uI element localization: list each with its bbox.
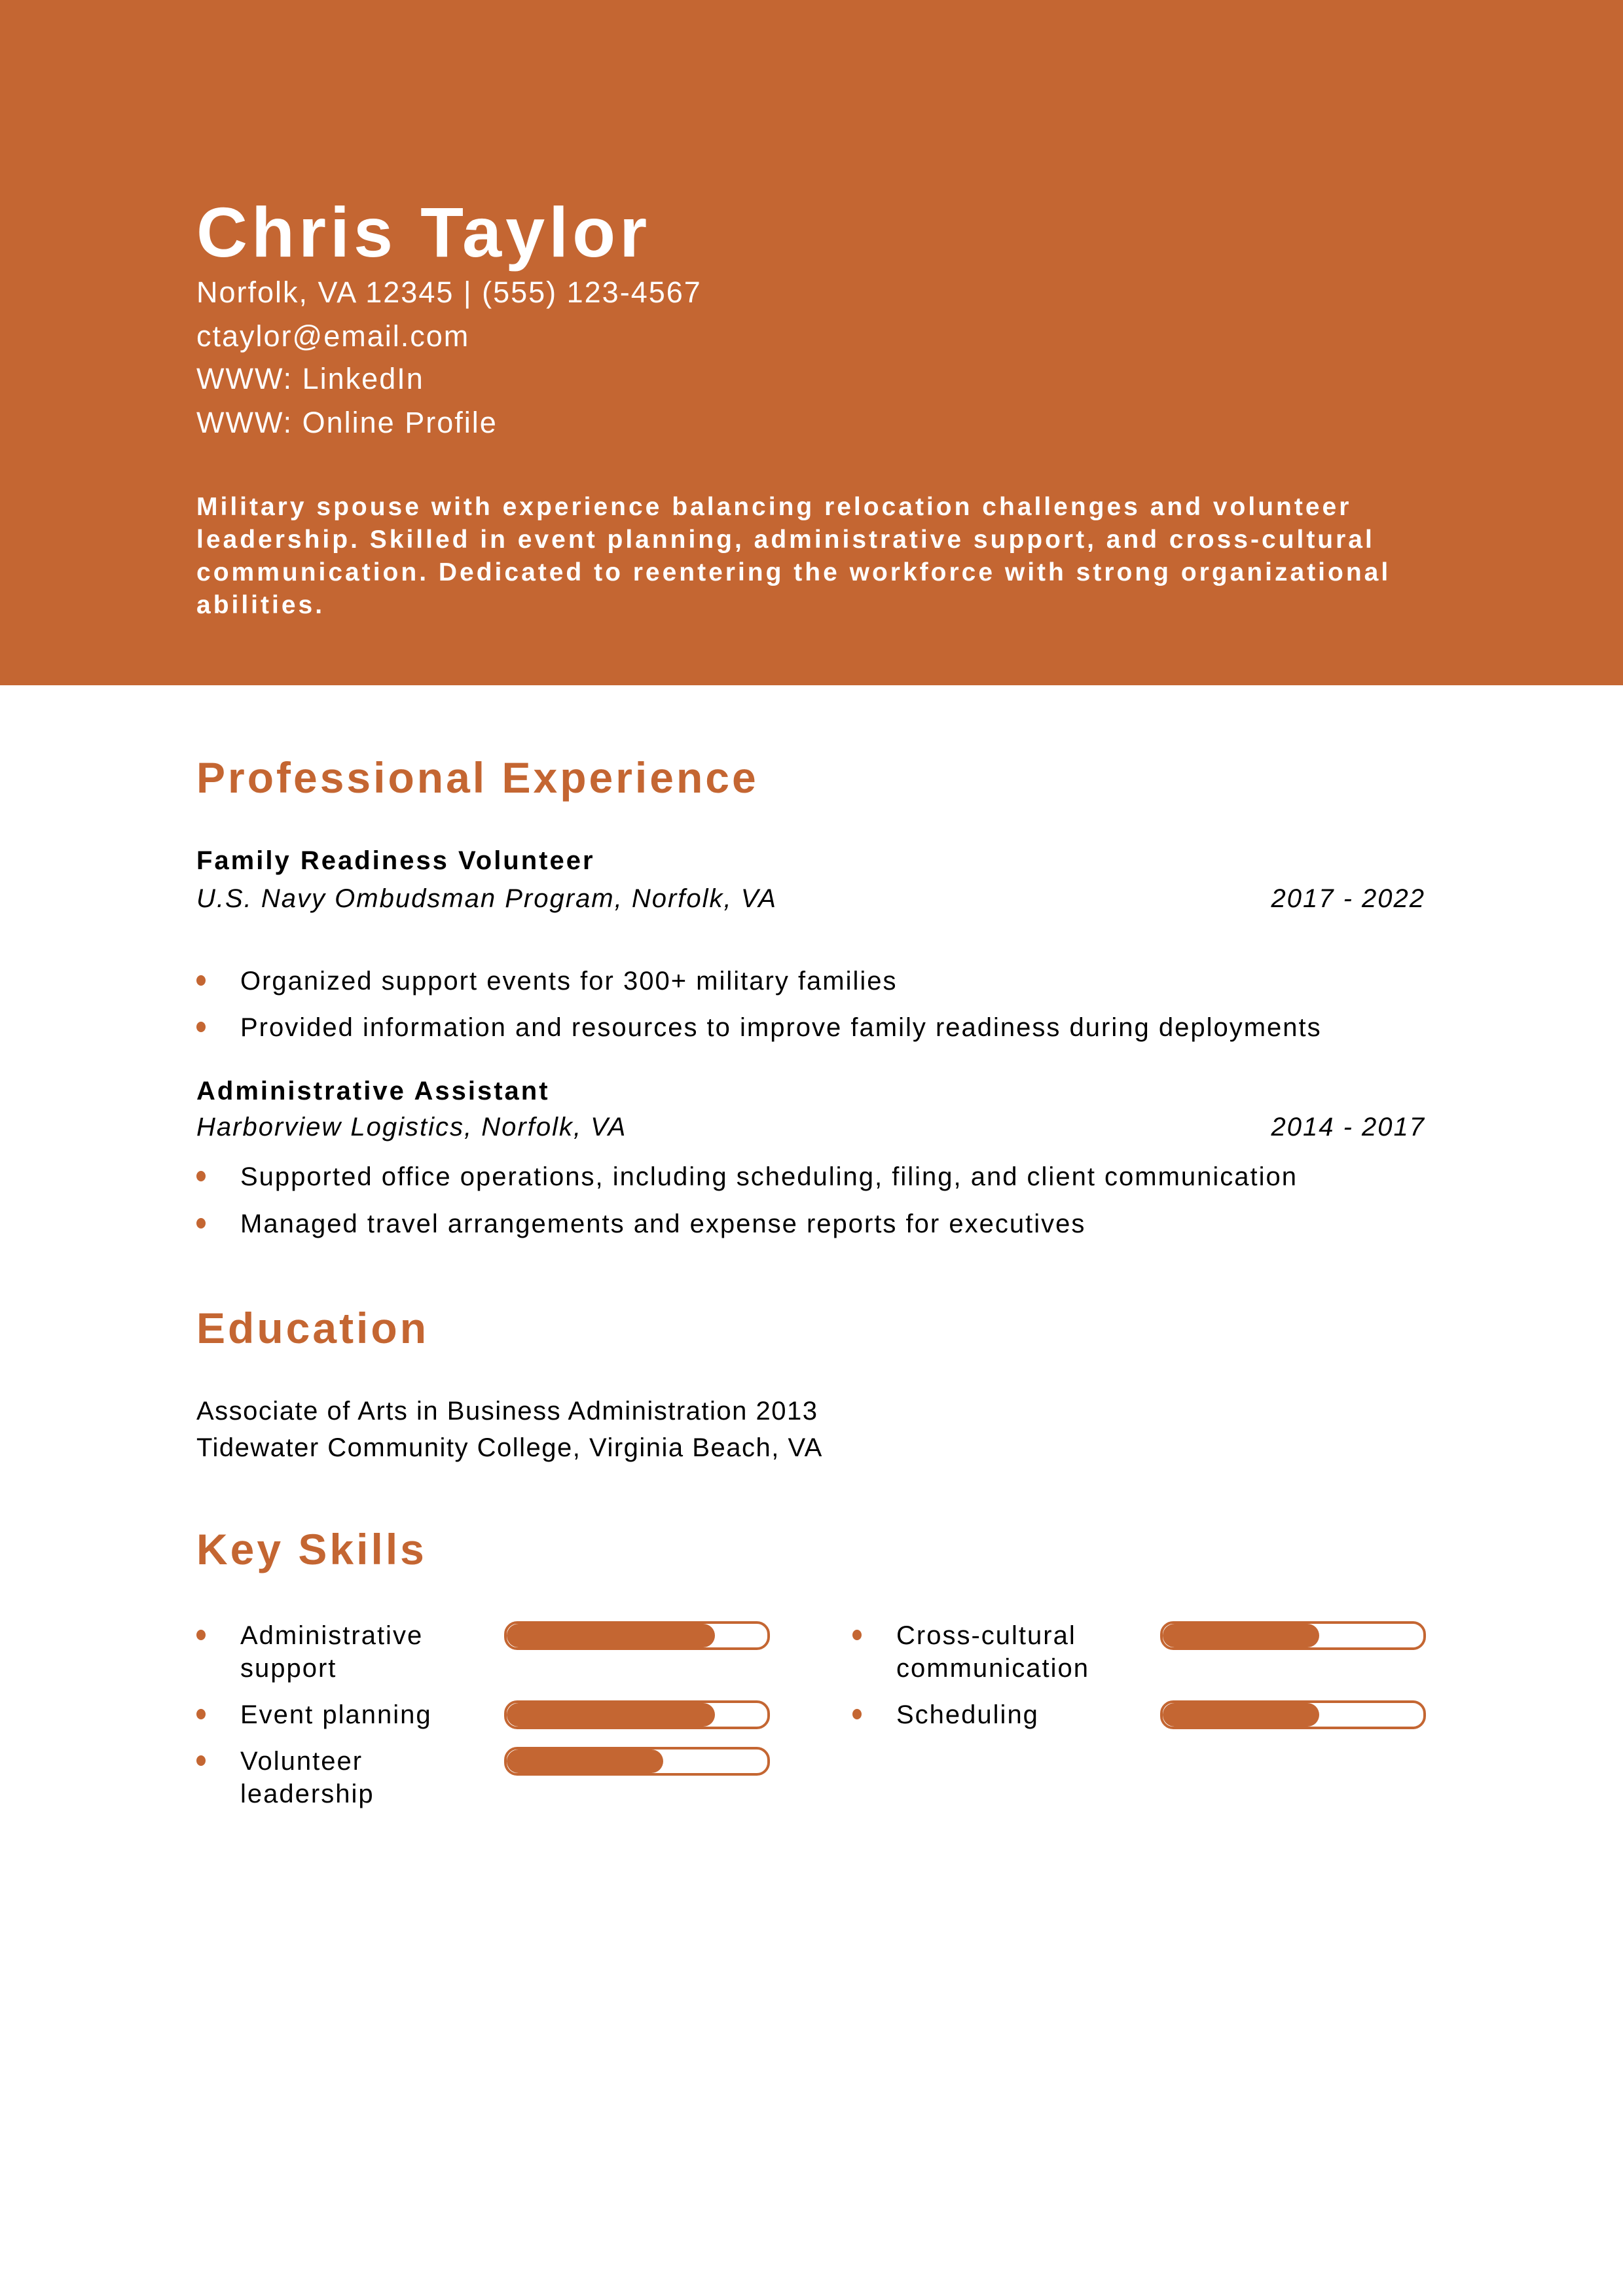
skill-level-bar bbox=[504, 1747, 770, 1776]
job-title: Family Readiness Volunteer bbox=[196, 846, 595, 875]
job-bullet: Supported office operations, including s… bbox=[196, 1160, 1298, 1193]
skill-level-fill bbox=[507, 1749, 663, 1773]
skill-level-bar bbox=[1160, 1621, 1426, 1650]
job-bullet: Organized support events for 300+ milita… bbox=[196, 965, 898, 997]
job-company: Harborview Logistics, Norfolk, VA bbox=[196, 1113, 627, 1141]
job-bullet: Managed travel arrangements and expense … bbox=[196, 1208, 1085, 1240]
section-heading-experience: Professional Experience bbox=[196, 753, 759, 802]
skill-level-fill bbox=[507, 1703, 716, 1727]
skill-level-bar bbox=[1160, 1700, 1426, 1729]
header-banner bbox=[0, 0, 1623, 685]
skill-name: Scheduling bbox=[852, 1698, 1112, 1731]
section-heading-skills: Key Skills bbox=[196, 1525, 427, 1573]
skill-level-fill bbox=[507, 1624, 716, 1647]
skill-name: Volunteer leadership bbox=[196, 1745, 456, 1810]
skill-level-bar bbox=[504, 1700, 770, 1729]
education-degree: Associate of Arts in Business Administra… bbox=[196, 1397, 818, 1426]
contact-email[interactable]: ctaylor@email.com bbox=[196, 319, 470, 353]
job-dates: 2014 - 2017 bbox=[1271, 1113, 1425, 1141]
skill-name: Administrative support bbox=[196, 1619, 456, 1685]
skill-level-fill bbox=[1163, 1624, 1319, 1647]
contact-location-phone: Norfolk, VA 12345 | (555) 123-4567 bbox=[196, 276, 702, 309]
section-heading-education: Education bbox=[196, 1304, 429, 1352]
education-school: Tidewater Community College, Virginia Be… bbox=[196, 1433, 823, 1462]
job-title: Administrative Assistant bbox=[196, 1077, 550, 1105]
job-bullet: Provided information and resources to im… bbox=[196, 1011, 1322, 1044]
contact-online-profile[interactable]: WWW: Online Profile bbox=[196, 406, 498, 439]
job-company: U.S. Navy Ombudsman Program, Norfolk, VA bbox=[196, 884, 777, 913]
skill-name: Cross-cultural communication bbox=[852, 1619, 1112, 1685]
job-dates: 2017 - 2022 bbox=[1271, 884, 1425, 913]
summary: Military spouse with experience balancin… bbox=[196, 493, 1391, 619]
candidate-name: Chris Taylor bbox=[196, 192, 651, 272]
skill-level-bar bbox=[504, 1621, 770, 1650]
skill-level-fill bbox=[1163, 1703, 1319, 1727]
skill-name: Event planning bbox=[196, 1698, 456, 1731]
contact-linkedin[interactable]: WWW: LinkedIn bbox=[196, 362, 424, 395]
